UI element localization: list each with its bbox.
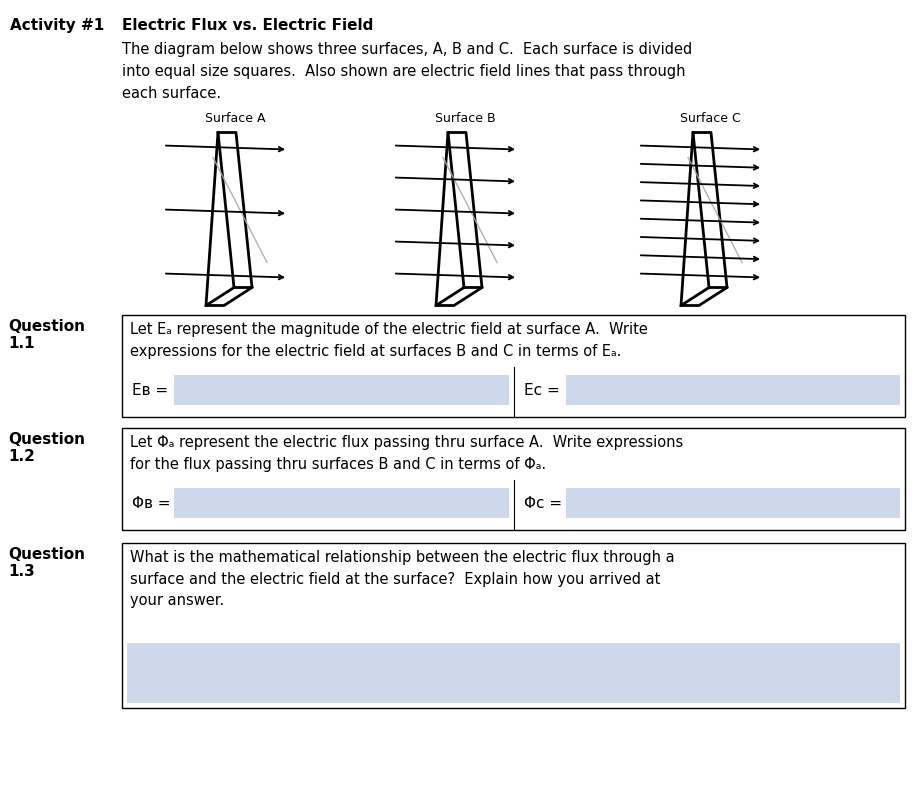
Text: Surface C: Surface C [680,112,740,125]
Text: The diagram below shows three surfaces, A, B and C.  Each surface is divided
int: The diagram below shows three surfaces, … [122,42,692,102]
Text: Question
1.2: Question 1.2 [8,432,85,464]
Text: Surface A: Surface A [205,112,266,125]
Bar [122,315,905,417]
Text: Electric Flux vs. Electric Field: Electric Flux vs. Electric Field [122,18,373,33]
Bar [174,488,509,518]
Text: Φʙ =: Φʙ = [132,495,171,510]
Text: Activity #1: Activity #1 [10,18,104,33]
Text: Eʙ =: Eʙ = [132,382,168,398]
Bar [122,428,905,530]
Text: What is the mathematical relationship between the electric flux through a
surfac: What is the mathematical relationship be… [130,550,675,608]
Bar [565,488,900,518]
Text: Question
1.1: Question 1.1 [8,319,85,351]
Text: Φᴄ =: Φᴄ = [524,495,561,510]
Bar [127,643,900,703]
Text: Question
1.3: Question 1.3 [8,547,85,579]
Bar [174,375,509,405]
Text: Eᴄ =: Eᴄ = [524,382,560,398]
Bar [565,375,900,405]
Text: Let Eₐ represent the magnitude of the electric field at surface A.  Write
expres: Let Eₐ represent the magnitude of the el… [130,322,648,358]
Text: Surface B: Surface B [434,112,495,125]
Bar [122,543,905,708]
Text: Let Φₐ represent the electric flux passing thru surface A.  Write expressions
fo: Let Φₐ represent the electric flux passi… [130,435,683,471]
